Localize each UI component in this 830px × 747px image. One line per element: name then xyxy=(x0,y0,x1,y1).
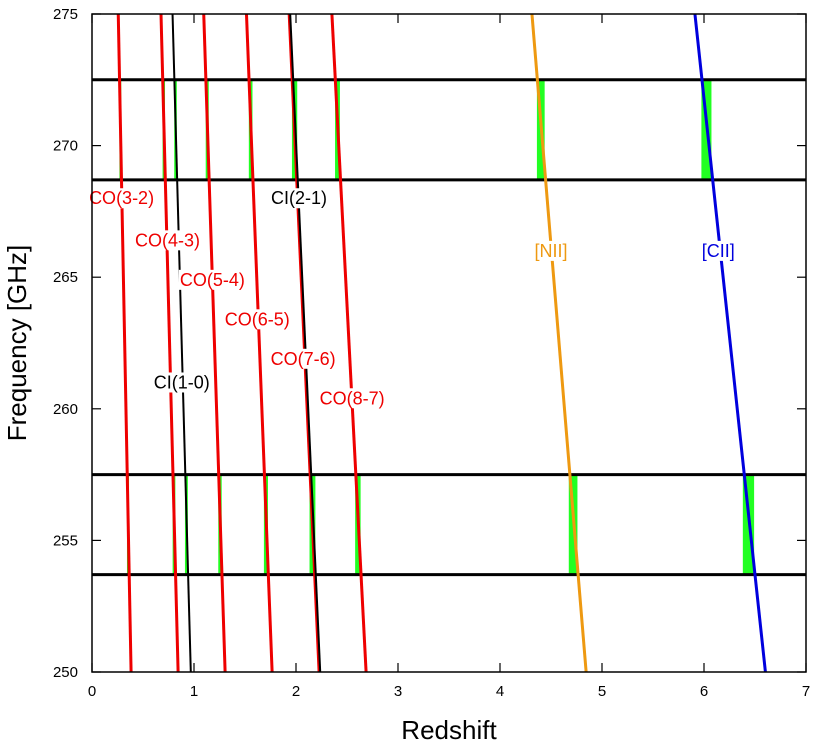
label-bg-co-8-7 xyxy=(318,388,386,409)
x-tick-label: 0 xyxy=(88,683,96,700)
line-co-5-4 xyxy=(202,14,227,672)
emission-lines xyxy=(116,14,767,672)
x-tick-label: 4 xyxy=(496,683,504,700)
line-co-4-3 xyxy=(159,14,180,672)
label-co-4-3: CO(4-3) xyxy=(135,230,200,250)
label-bg-nii xyxy=(533,240,569,261)
label-co-7-6: CO(7-6) xyxy=(271,349,336,369)
label-cii: [CII] xyxy=(702,241,735,261)
line-co-8-7 xyxy=(330,14,368,672)
y-tick-label: 260 xyxy=(53,401,78,418)
label-bg-co-3-2 xyxy=(88,188,156,209)
y-tick-label: 265 xyxy=(53,269,78,286)
label-bg-co-6-5 xyxy=(223,309,291,330)
axis-ticks: 0 1 2 3 4 5 6 7 250 255 260 265 270 275 xyxy=(53,6,810,700)
y-tick-label: 270 xyxy=(53,138,78,155)
label-bg-cii xyxy=(700,240,736,261)
x-tick-label: 7 xyxy=(802,683,810,700)
y-tick-label: 250 xyxy=(53,664,78,681)
label-ci-1-0: CI(1-0) xyxy=(154,372,210,392)
label-bg-co-4-3 xyxy=(133,230,201,251)
x-tick-label: 6 xyxy=(700,683,708,700)
y-tick-label: 255 xyxy=(53,532,78,549)
label-bg-co-7-6 xyxy=(269,348,337,369)
line-cii xyxy=(693,14,767,672)
x-axis-label: Redshift xyxy=(401,715,497,745)
label-co-3-2: CO(3-2) xyxy=(89,188,154,208)
label-bg-co-5-4 xyxy=(178,269,246,290)
line-co-7-6 xyxy=(287,14,321,672)
line-co-6-5 xyxy=(244,14,274,672)
x-tick-label: 2 xyxy=(292,683,300,700)
x-tick-label: 5 xyxy=(598,683,606,700)
label-co-6-5: CO(6-5) xyxy=(225,309,290,329)
label-bg-ci-2-1 xyxy=(270,188,329,209)
label-co-5-4: CO(5-4) xyxy=(180,270,245,290)
label-bg-ci-1-0 xyxy=(152,372,211,393)
label-co-8-7: CO(8-7) xyxy=(320,388,385,408)
line-nii xyxy=(530,14,588,672)
label-nii: [NII] xyxy=(534,241,567,261)
line-ci-2-1 xyxy=(289,14,322,672)
x-tick-label: 1 xyxy=(190,683,198,700)
plot-frame xyxy=(91,13,807,673)
line-labels: CO(3-2) CO(4-3) CO(5-4) CO(6-5) CO(7-6) CO(8-… xyxy=(88,188,736,409)
line-co-3-2 xyxy=(116,14,133,672)
y-tick-label: 275 xyxy=(53,6,78,23)
sideband-edges xyxy=(92,78,806,577)
label-ci-2-1: CI(2-1) xyxy=(271,188,327,208)
y-axis-label: Frequency [GHz] xyxy=(2,245,32,442)
line-ci-1-0 xyxy=(171,14,192,672)
x-tick-label: 3 xyxy=(394,683,402,700)
